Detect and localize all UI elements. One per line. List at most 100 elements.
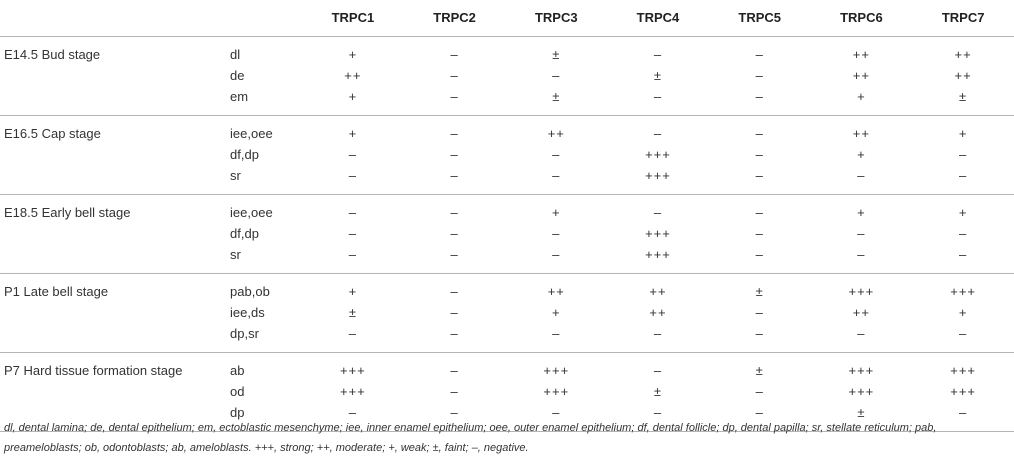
expression-cell: + xyxy=(857,204,866,220)
expression-cell: – xyxy=(755,88,764,104)
expression-cell: +++ xyxy=(950,283,977,299)
expression-cell: ± xyxy=(348,304,357,320)
stage-group: P1 Late bell stage pab,ob + – ++ ++ ± +++ +++ iee… xyxy=(0,273,1014,352)
expression-cell: + xyxy=(857,88,866,104)
column-header: TRPC3 xyxy=(505,0,608,37)
expression-cell: +++ xyxy=(848,283,875,299)
expression-cell: – xyxy=(450,304,459,320)
expression-cell: + xyxy=(348,283,358,299)
table-row: em + – ± – – + ± xyxy=(0,86,1014,116)
expression-cell: + xyxy=(958,304,968,320)
stage-label xyxy=(0,323,230,353)
expression-cell: ++ xyxy=(852,67,870,83)
expression-cell: ± xyxy=(653,383,663,399)
tissue-label: iee,oee xyxy=(230,204,273,220)
expression-cell: – xyxy=(450,225,459,241)
expression-cell: – xyxy=(552,325,561,341)
expression-cell: – xyxy=(450,362,459,378)
expression-cell: +++ xyxy=(645,246,671,262)
expression-cell: + xyxy=(958,204,968,220)
table-row: sr – – – +++ – – – xyxy=(0,165,1014,195)
stage-label xyxy=(0,165,230,195)
stage-label: P7 Hard tissue formation stage xyxy=(4,362,183,378)
expression-cell: – xyxy=(653,362,663,378)
expression-cell: – xyxy=(552,167,561,183)
expression-cell: – xyxy=(959,225,968,241)
expression-cell: ± xyxy=(755,362,764,378)
header-empty-cell xyxy=(230,0,303,37)
expression-cell: – xyxy=(552,146,561,162)
expression-cell: ± xyxy=(857,404,866,420)
expression-cell: +++ xyxy=(543,383,570,399)
expression-cell: – xyxy=(552,404,561,420)
tissue-label: od xyxy=(230,383,245,399)
tissue-label: sr xyxy=(230,246,241,262)
expression-cell: – xyxy=(857,167,866,183)
expression-cell: – xyxy=(450,383,459,399)
column-header: TRPC1 xyxy=(302,0,404,37)
expression-cell: – xyxy=(959,167,968,183)
expression-cell: – xyxy=(450,246,459,262)
expression-cell: ++ xyxy=(852,304,870,320)
expression-cell: ++ xyxy=(852,46,870,62)
expression-cell: ++ xyxy=(954,67,972,83)
tissue-label: dl xyxy=(230,46,241,62)
expression-cell: – xyxy=(348,325,357,341)
expression-cell: – xyxy=(857,225,866,241)
expression-cell: – xyxy=(653,204,663,220)
stage-label xyxy=(0,381,230,402)
table-row: P7 Hard tissue formation stage ab +++ – +++ –… xyxy=(0,352,1014,381)
stage-label xyxy=(0,144,230,165)
expression-cell: – xyxy=(959,246,968,262)
stage-group: E18.5 Early bell stage iee,oee – – + – – + + df,d… xyxy=(0,194,1014,273)
expression-cell: + xyxy=(348,125,358,141)
table-row: df,dp – – – +++ – + – xyxy=(0,144,1014,165)
expression-cell: – xyxy=(450,67,459,83)
tissue-label: df,dp xyxy=(230,225,259,241)
table-row: P1 Late bell stage pab,ob + – ++ ++ ± +++ +++ xyxy=(0,273,1014,302)
table-row: E18.5 Early bell stage iee,oee – – + – – + + xyxy=(0,194,1014,223)
expression-cell: – xyxy=(755,383,764,399)
table-row: sr – – – +++ – – – xyxy=(0,244,1014,274)
expression-cell: – xyxy=(552,225,561,241)
column-header: TRPC2 xyxy=(403,0,506,37)
stage-label xyxy=(0,244,230,274)
table-row: iee,ds ± – + ++ – ++ + xyxy=(0,302,1014,323)
stage-label xyxy=(0,65,230,86)
expression-cell: – xyxy=(348,146,357,162)
expression-cell: +++ xyxy=(645,167,671,183)
header-row: TRPC1 TRPC2 TRPC3 TRPC4 TRPC5 TRPC6 TRPC7 xyxy=(0,0,1014,37)
stage-label: E16.5 Cap stage xyxy=(4,125,101,141)
expression-cell: – xyxy=(450,404,459,420)
expression-cell: + xyxy=(348,88,358,104)
expression-cell: – xyxy=(653,125,663,141)
tissue-label: sr xyxy=(230,167,241,183)
expression-cell: – xyxy=(653,88,663,104)
expression-cell: – xyxy=(653,46,663,62)
table-header: TRPC1 TRPC2 TRPC3 TRPC4 TRPC5 TRPC6 TRPC7 xyxy=(0,0,1014,37)
expression-cell: – xyxy=(450,46,459,62)
expression-cell: +++ xyxy=(950,362,977,378)
expression-cell: ++ xyxy=(954,46,972,62)
expression-cell: + xyxy=(857,146,866,162)
expression-cell: – xyxy=(348,204,357,220)
expression-cell: + xyxy=(551,304,561,320)
expression-cell: ± xyxy=(653,67,663,83)
expression-cell: – xyxy=(959,404,968,420)
expression-cell: ++ xyxy=(547,283,565,299)
expression-cell: ++ xyxy=(344,67,362,83)
expression-cell: – xyxy=(755,67,764,83)
expression-cell: – xyxy=(959,146,968,162)
table-footnote: dl, dental lamina; de, dental epithelium… xyxy=(4,422,937,454)
expression-cell: ++ xyxy=(649,304,667,320)
stage-label: P1 Late bell stage xyxy=(4,283,109,299)
column-header: TRPC6 xyxy=(810,0,913,37)
expression-cell: – xyxy=(755,146,764,162)
expression-cell: – xyxy=(348,246,357,262)
column-header: TRPC7 xyxy=(912,0,1014,37)
tissue-label: iee,oee xyxy=(230,125,273,141)
expression-cell: +++ xyxy=(543,362,570,378)
expression-cell: – xyxy=(755,46,764,62)
expression-cell: ++ xyxy=(649,283,667,299)
expression-cell: +++ xyxy=(645,146,671,162)
